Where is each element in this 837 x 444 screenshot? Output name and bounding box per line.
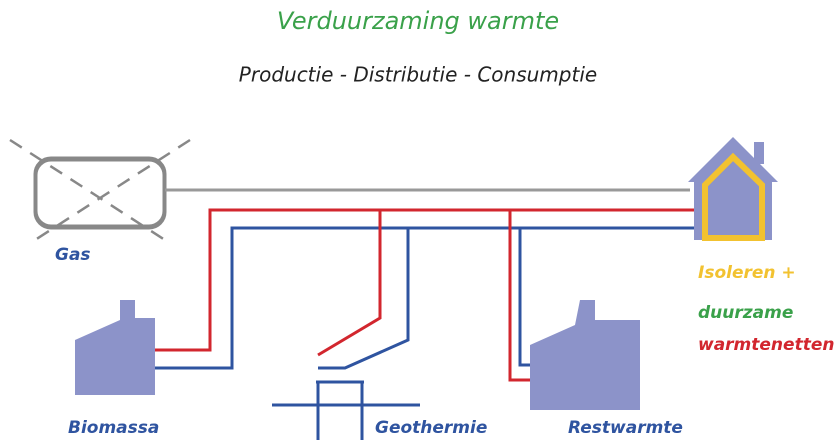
pipes [155,188,700,440]
gas-box [34,158,166,228]
biomassa-factory [75,300,155,395]
geothermie-label: Geothermie [375,418,487,438]
house [688,137,778,241]
legend-line: warmtenetten [698,335,834,355]
gas-label: Gas [55,245,91,265]
legend-line: duurzame [698,303,793,323]
biomassa-label: Biomassa [68,418,159,438]
legend-line: Isoleren + [698,263,796,283]
restwarmte-factory [530,300,640,410]
restwarmte-label: Restwarmte [568,418,683,438]
subtitle: Productie - Distributie - Consumptie [239,63,597,87]
title: Verduurzaming warmte [277,7,559,35]
